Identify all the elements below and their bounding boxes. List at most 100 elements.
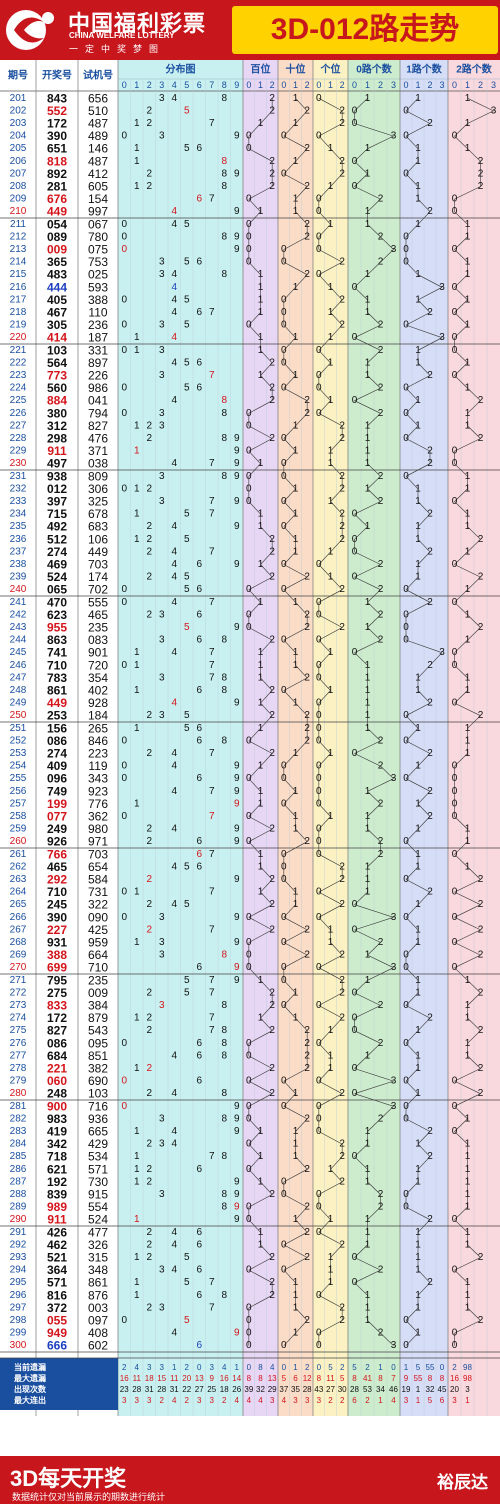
- sub-header: 1: [293, 80, 298, 90]
- distribution-mark: 5: [184, 257, 190, 268]
- distribution-mark: 4: [171, 1227, 177, 1238]
- test-number: 090: [88, 910, 108, 924]
- distribution-mark: 9: [234, 433, 240, 444]
- distribution-mark: 2: [146, 836, 152, 847]
- trend-line: [405, 702, 431, 716]
- distribution-mark: 1: [134, 1013, 140, 1024]
- trend-line: [467, 1030, 481, 1044]
- winning-number: 955: [47, 621, 67, 635]
- winning-number: 492: [47, 520, 67, 534]
- distribution-mark: 6: [196, 1265, 202, 1276]
- distribution-mark: 7: [209, 1302, 215, 1313]
- trend-line: [295, 665, 308, 679]
- trend-line: [318, 652, 331, 666]
- distribution-mark: 5: [184, 1252, 190, 1263]
- issue-cell: 228: [10, 433, 27, 444]
- winning-number: 560: [47, 381, 67, 395]
- issue-cell: 214: [10, 257, 27, 268]
- stat-value: 35: [291, 1385, 300, 1394]
- count-mark: 2: [478, 1025, 484, 1036]
- count-mark: 1: [465, 509, 471, 520]
- trend-line: [318, 249, 343, 263]
- trend-line: [354, 652, 368, 666]
- trend-line: [283, 488, 296, 502]
- trend-line: [318, 1068, 331, 1082]
- trend-line: [318, 1219, 331, 1233]
- distribution-mark: 9: [234, 244, 240, 255]
- brand-english: CHINA WELFARE LOTTERY: [69, 31, 175, 40]
- test-number: 731: [88, 885, 108, 899]
- road-mark: 2: [304, 672, 310, 683]
- road-mark: 1: [328, 219, 334, 230]
- stat-value: 11: [170, 1374, 179, 1383]
- count-mark: 1: [415, 987, 421, 998]
- distribution-mark: 7: [209, 786, 215, 797]
- trend-line: [248, 463, 261, 477]
- trend-line: [295, 1219, 308, 1233]
- trend-line: [283, 135, 308, 149]
- distribution-mark: 3: [159, 1113, 165, 1124]
- stat-value: 28: [157, 1385, 166, 1394]
- stat-value: 9: [210, 1374, 215, 1383]
- stat-value: 1: [378, 1363, 383, 1372]
- stat-value: 11: [133, 1374, 142, 1383]
- trend-line: [318, 740, 331, 754]
- trend-line: [405, 123, 431, 137]
- trend-line: [467, 1307, 481, 1321]
- trend-line: [283, 639, 296, 653]
- stat-value: 18: [145, 1374, 154, 1383]
- trend-line: [405, 715, 419, 729]
- trend-line: [405, 602, 431, 616]
- trend-line: [454, 891, 481, 905]
- issue-cell: 203: [10, 118, 27, 129]
- distribution-mark: 8: [221, 950, 227, 961]
- trend-line: [260, 639, 273, 653]
- stat-value: 3: [135, 1396, 140, 1405]
- issue-cell: 202: [10, 105, 27, 116]
- distribution-mark: 2: [146, 105, 152, 116]
- test-number: 980: [88, 822, 108, 836]
- road-mark: 1: [328, 395, 334, 406]
- trend-line: [295, 602, 308, 616]
- count-mark: 2: [378, 735, 384, 746]
- distribution-mark: 2: [146, 924, 152, 935]
- test-number: 971: [88, 835, 108, 849]
- trend-line: [354, 173, 368, 187]
- distribution-mark: 8: [221, 156, 227, 167]
- trend-line: [417, 274, 443, 288]
- distribution-mark: 1: [134, 1063, 140, 1074]
- trend-line: [330, 148, 343, 162]
- trend-line: [318, 98, 343, 112]
- trend-line: [248, 1219, 261, 1233]
- distribution-mark: 9: [234, 559, 240, 570]
- winning-number: 409: [47, 759, 67, 773]
- issue-cell: 256: [10, 786, 27, 797]
- issue-cell: 283: [10, 1126, 27, 1137]
- distribution-mark: 3: [159, 912, 165, 923]
- road-mark: 1: [328, 357, 334, 368]
- road-mark: 1: [293, 509, 299, 520]
- stat-value: 30: [338, 1385, 347, 1394]
- trend-line: [248, 602, 261, 616]
- road-mark: 2: [339, 950, 345, 961]
- count-mark: 2: [478, 950, 484, 961]
- trend-line: [454, 1093, 481, 1107]
- distribution-mark: 0: [121, 219, 127, 230]
- distribution-mark: 8: [221, 1151, 227, 1162]
- winning-number: 449: [47, 696, 67, 710]
- trend-line: [454, 753, 468, 767]
- issue-cell: 246: [10, 660, 27, 671]
- distribution-mark: 3: [159, 1000, 165, 1011]
- trend-line: [330, 324, 343, 338]
- trend-line: [330, 173, 343, 187]
- distribution-mark: 4: [171, 861, 177, 872]
- issue-cell: 284: [10, 1139, 27, 1150]
- distribution-mark: 4: [171, 458, 177, 469]
- road-mark: 2: [339, 1176, 345, 1187]
- trend-line: [405, 778, 431, 792]
- trend-line: [295, 702, 308, 716]
- trend-line: [405, 1307, 419, 1321]
- winning-number: 298: [47, 432, 67, 446]
- sub-header: 0: [403, 80, 408, 90]
- trend-line: [248, 1030, 273, 1044]
